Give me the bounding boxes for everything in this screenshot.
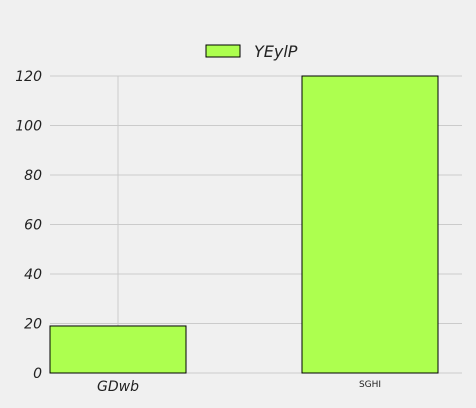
y-tick-label: 120 (15, 69, 42, 85)
legend: YEylP (206, 42, 298, 61)
y-axis-ticks: 0 20 40 60 80 100 120 (15, 69, 42, 382)
y-tick-label: 60 (24, 218, 42, 234)
x-axis-ticks: GDwb SGHI (97, 379, 381, 395)
y-tick-label: 20 (24, 317, 42, 333)
y-tick-label: 40 (24, 267, 42, 283)
y-tick-label: 0 (33, 366, 42, 382)
bar-SGHI (302, 76, 438, 373)
x-tick-label: SGHI (359, 380, 381, 390)
legend-swatch (206, 45, 240, 57)
x-tick-label: GDwb (97, 379, 139, 395)
legend-label: YEylP (254, 42, 298, 61)
bar-GDwb (50, 326, 186, 373)
y-tick-label: 100 (15, 119, 42, 135)
y-tick-label: 80 (24, 168, 42, 184)
